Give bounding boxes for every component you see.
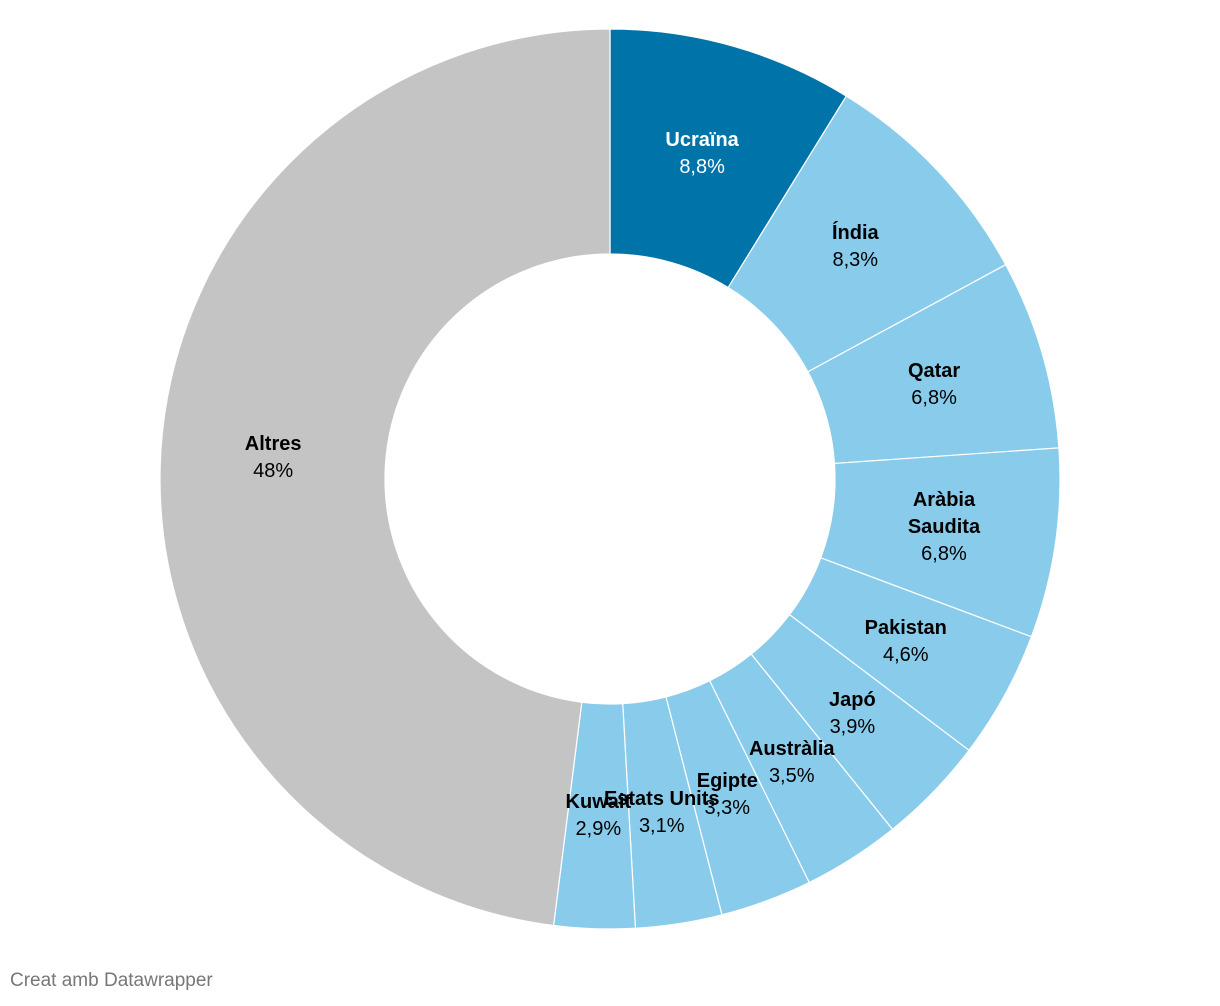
credit: Creat amb Datawrapper — [10, 970, 213, 991]
value-label: 4,6% — [882, 643, 929, 666]
slice-label: Japó 3,9% — [792, 687, 912, 741]
slice-label: Altres 48% — [213, 431, 333, 485]
value-label: 8,8% — [679, 156, 725, 179]
category-label: Kuwait — [565, 791, 632, 814]
slice-label: Pakistan 4,6% — [846, 615, 966, 669]
slice-label: Estats Units 3,1% — [602, 786, 722, 840]
category-label: Egipte — [696, 770, 758, 793]
value-label: 2,9% — [575, 818, 622, 841]
slice-label: Índia 8,3% — [795, 220, 915, 274]
value-label: 3,3% — [704, 797, 751, 820]
value-label: 3,1% — [638, 814, 685, 837]
slice-label: Kuwait 2,9% — [538, 789, 658, 843]
slice — [609, 28, 848, 289]
slice — [159, 28, 611, 927]
category-label: Qatar — [907, 359, 961, 382]
value-label: 6,8% — [911, 386, 957, 409]
value-label: 3,5% — [768, 765, 815, 788]
category-label: Aràbia Saudita — [907, 489, 981, 539]
category-label: Austràlia — [748, 738, 835, 761]
category-label: Estats Units — [603, 787, 720, 810]
category-label: Índia — [831, 222, 879, 245]
value-label: 6,8% — [921, 543, 967, 566]
category-label: Pakistan — [864, 616, 947, 639]
slice-label: Austràlia 3,5% — [732, 736, 852, 790]
slice-label: Ucraïna 8,8% — [642, 127, 762, 181]
value-label: 8,3% — [832, 249, 879, 272]
value-label: 3,9% — [829, 715, 876, 738]
category-label: Altres — [244, 432, 302, 455]
category-label: Ucraïna — [665, 129, 739, 152]
value-label: 48% — [253, 459, 294, 482]
slice-label: Qatar 6,8% — [874, 358, 994, 412]
category-label: Japó — [829, 688, 876, 711]
slice-label: Egipte 3,3% — [667, 768, 787, 822]
slice-label: Aràbia Saudita 6,8% — [884, 487, 1004, 568]
